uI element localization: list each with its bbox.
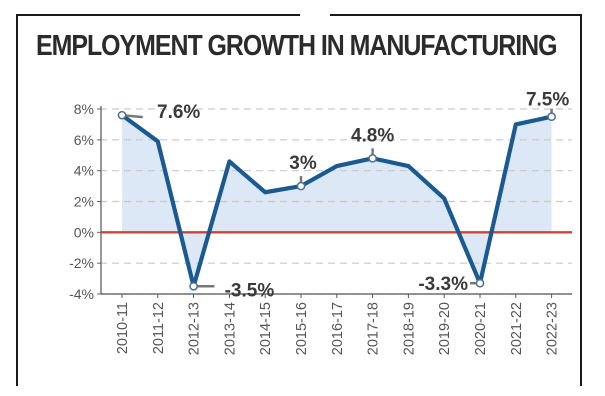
x-tick-label: 2017-18 (366, 302, 382, 355)
data-point-marker (368, 153, 377, 163)
x-tick-label: 2019-20 (437, 302, 453, 355)
y-tick-label: -2% (69, 255, 94, 271)
data-label: 7.5% (526, 90, 569, 111)
x-tick-label: 2020-21 (473, 302, 489, 355)
chart-title: EMPLOYMENT GROWTH IN MANUFACTURING (36, 30, 558, 62)
y-tick-label: 8% (74, 101, 94, 117)
data-label: 4.8% (351, 125, 394, 146)
y-tick-label: 2% (74, 194, 94, 210)
data-point-marker (117, 110, 127, 120)
x-tick-label: 2011-12 (151, 302, 167, 354)
data-label: 7.6% (157, 102, 200, 123)
frame-right (580, 14, 582, 386)
data-point-marker (547, 112, 556, 122)
y-tick-label: 4% (74, 163, 94, 179)
x-tick-label: 2021-22 (509, 302, 525, 355)
x-tick-label: 2022-23 (545, 302, 561, 355)
x-tick-label: 2015-16 (294, 302, 310, 355)
y-tick-label: 0% (74, 224, 94, 240)
x-tick-label: 2014-15 (258, 302, 274, 355)
x-tick-label: 2012-13 (187, 302, 203, 355)
x-tick-label: 2018-19 (401, 302, 417, 355)
frame-left (16, 14, 18, 386)
data-point-marker (296, 181, 306, 191)
frame-top-right (330, 14, 582, 16)
area-fill (122, 115, 552, 287)
frame-top-left (16, 14, 300, 16)
data-point-marker (475, 278, 485, 288)
data-label: -3.5% (225, 280, 275, 301)
x-tick-label: 2013-14 (222, 302, 238, 355)
y-tick-label: 6% (74, 132, 94, 148)
data-point-marker (189, 281, 198, 291)
data-label: 3% (289, 153, 317, 174)
x-tick-label: 2016-17 (330, 302, 346, 355)
chart-frame (16, 14, 582, 386)
data-label: -3.3% (418, 274, 468, 295)
x-tick-label: 2010-11 (115, 302, 131, 354)
y-tick-label: -4% (69, 286, 94, 302)
